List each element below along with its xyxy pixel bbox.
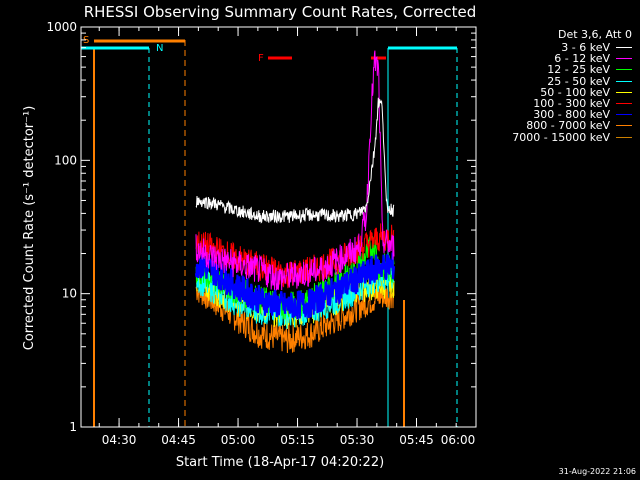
legend-swatch	[616, 69, 632, 71]
y-tick-label-1: 1	[69, 420, 77, 434]
x-tick-label-1: 04:30	[102, 433, 137, 447]
legend-swatch	[616, 114, 632, 116]
legend-swatch	[616, 136, 632, 138]
legend-item-6: 100 - 300 keV	[482, 98, 632, 109]
timestamp: 31-Aug-2022 21:06	[558, 467, 636, 476]
legend-label: 50 - 100 keV	[540, 85, 610, 99]
series-line-8	[195, 279, 395, 354]
legend-label: 300 - 800 keV	[533, 108, 610, 122]
legend-item-4: 25 - 50 keV	[482, 74, 632, 88]
legend-swatch	[616, 80, 632, 82]
x-tick-label-6: 05:45	[399, 433, 434, 447]
legend-label: 800 - 7000 keV	[526, 119, 610, 133]
legend-item-8: 800 - 7000 keV	[482, 120, 632, 131]
y-axis-label: Corrected Count Rate (s⁻¹ detector⁻¹)	[22, 106, 37, 351]
legend-swatch	[616, 91, 632, 93]
legend-swatch	[616, 102, 632, 104]
legend-item-7: 300 - 800 keV	[482, 109, 632, 120]
legend-label: 7000 - 15000 keV	[512, 130, 610, 144]
saa-label: S	[83, 35, 89, 46]
x-tick-label-5: 05:30	[340, 433, 375, 447]
night-label: N	[156, 43, 163, 54]
flare-label: F	[258, 53, 264, 64]
y-tick-label-3: 100	[54, 153, 77, 167]
legend-item-3: 12 - 25 keV	[482, 64, 632, 75]
x-tick-label-3: 05:00	[221, 433, 256, 447]
series-line-1	[195, 97, 395, 224]
x-tick-label-2: 04:45	[161, 433, 196, 447]
legend-item-2: 6 - 12 keV	[482, 53, 632, 64]
legend-label: 3 - 6 keV	[561, 41, 610, 54]
legend-label: 6 - 12 keV	[554, 52, 610, 66]
y-tick-label-4: 1000	[46, 20, 77, 34]
chart-title: RHESSI Observing Summary Count Rates, Co…	[84, 3, 477, 21]
legend-label: 12 - 25 keV	[547, 63, 610, 77]
x-axis-label: Start Time (18-Apr-17 04:20:22)	[176, 455, 384, 470]
legend-label: 25 - 50 keV	[547, 74, 610, 88]
series-line-7	[194, 252, 396, 320]
legend-label: 100 - 300 keV	[533, 96, 610, 110]
x-tick-label-7: 06:00	[441, 433, 476, 447]
legend-swatch	[616, 47, 632, 48]
legend-item-1: 3 - 6 keV	[482, 42, 632, 53]
y-tick-label-2: 10	[62, 287, 77, 301]
legend-swatch	[616, 58, 632, 60]
legend-header: Det 3,6, Att 0	[558, 28, 632, 41]
legend-item-5: 50 - 100 keV	[482, 87, 632, 98]
plot-frame	[80, 26, 477, 428]
x-tick-label-4: 05:15	[280, 433, 315, 447]
series-line-2	[195, 50, 395, 291]
legend-item-9: 7000 - 15000 keV	[482, 130, 632, 144]
legend-swatch	[616, 125, 632, 127]
legend: Det 3,6, Att 0 3 - 6 keV 6 - 12 keV 12 - 2…	[482, 28, 632, 143]
